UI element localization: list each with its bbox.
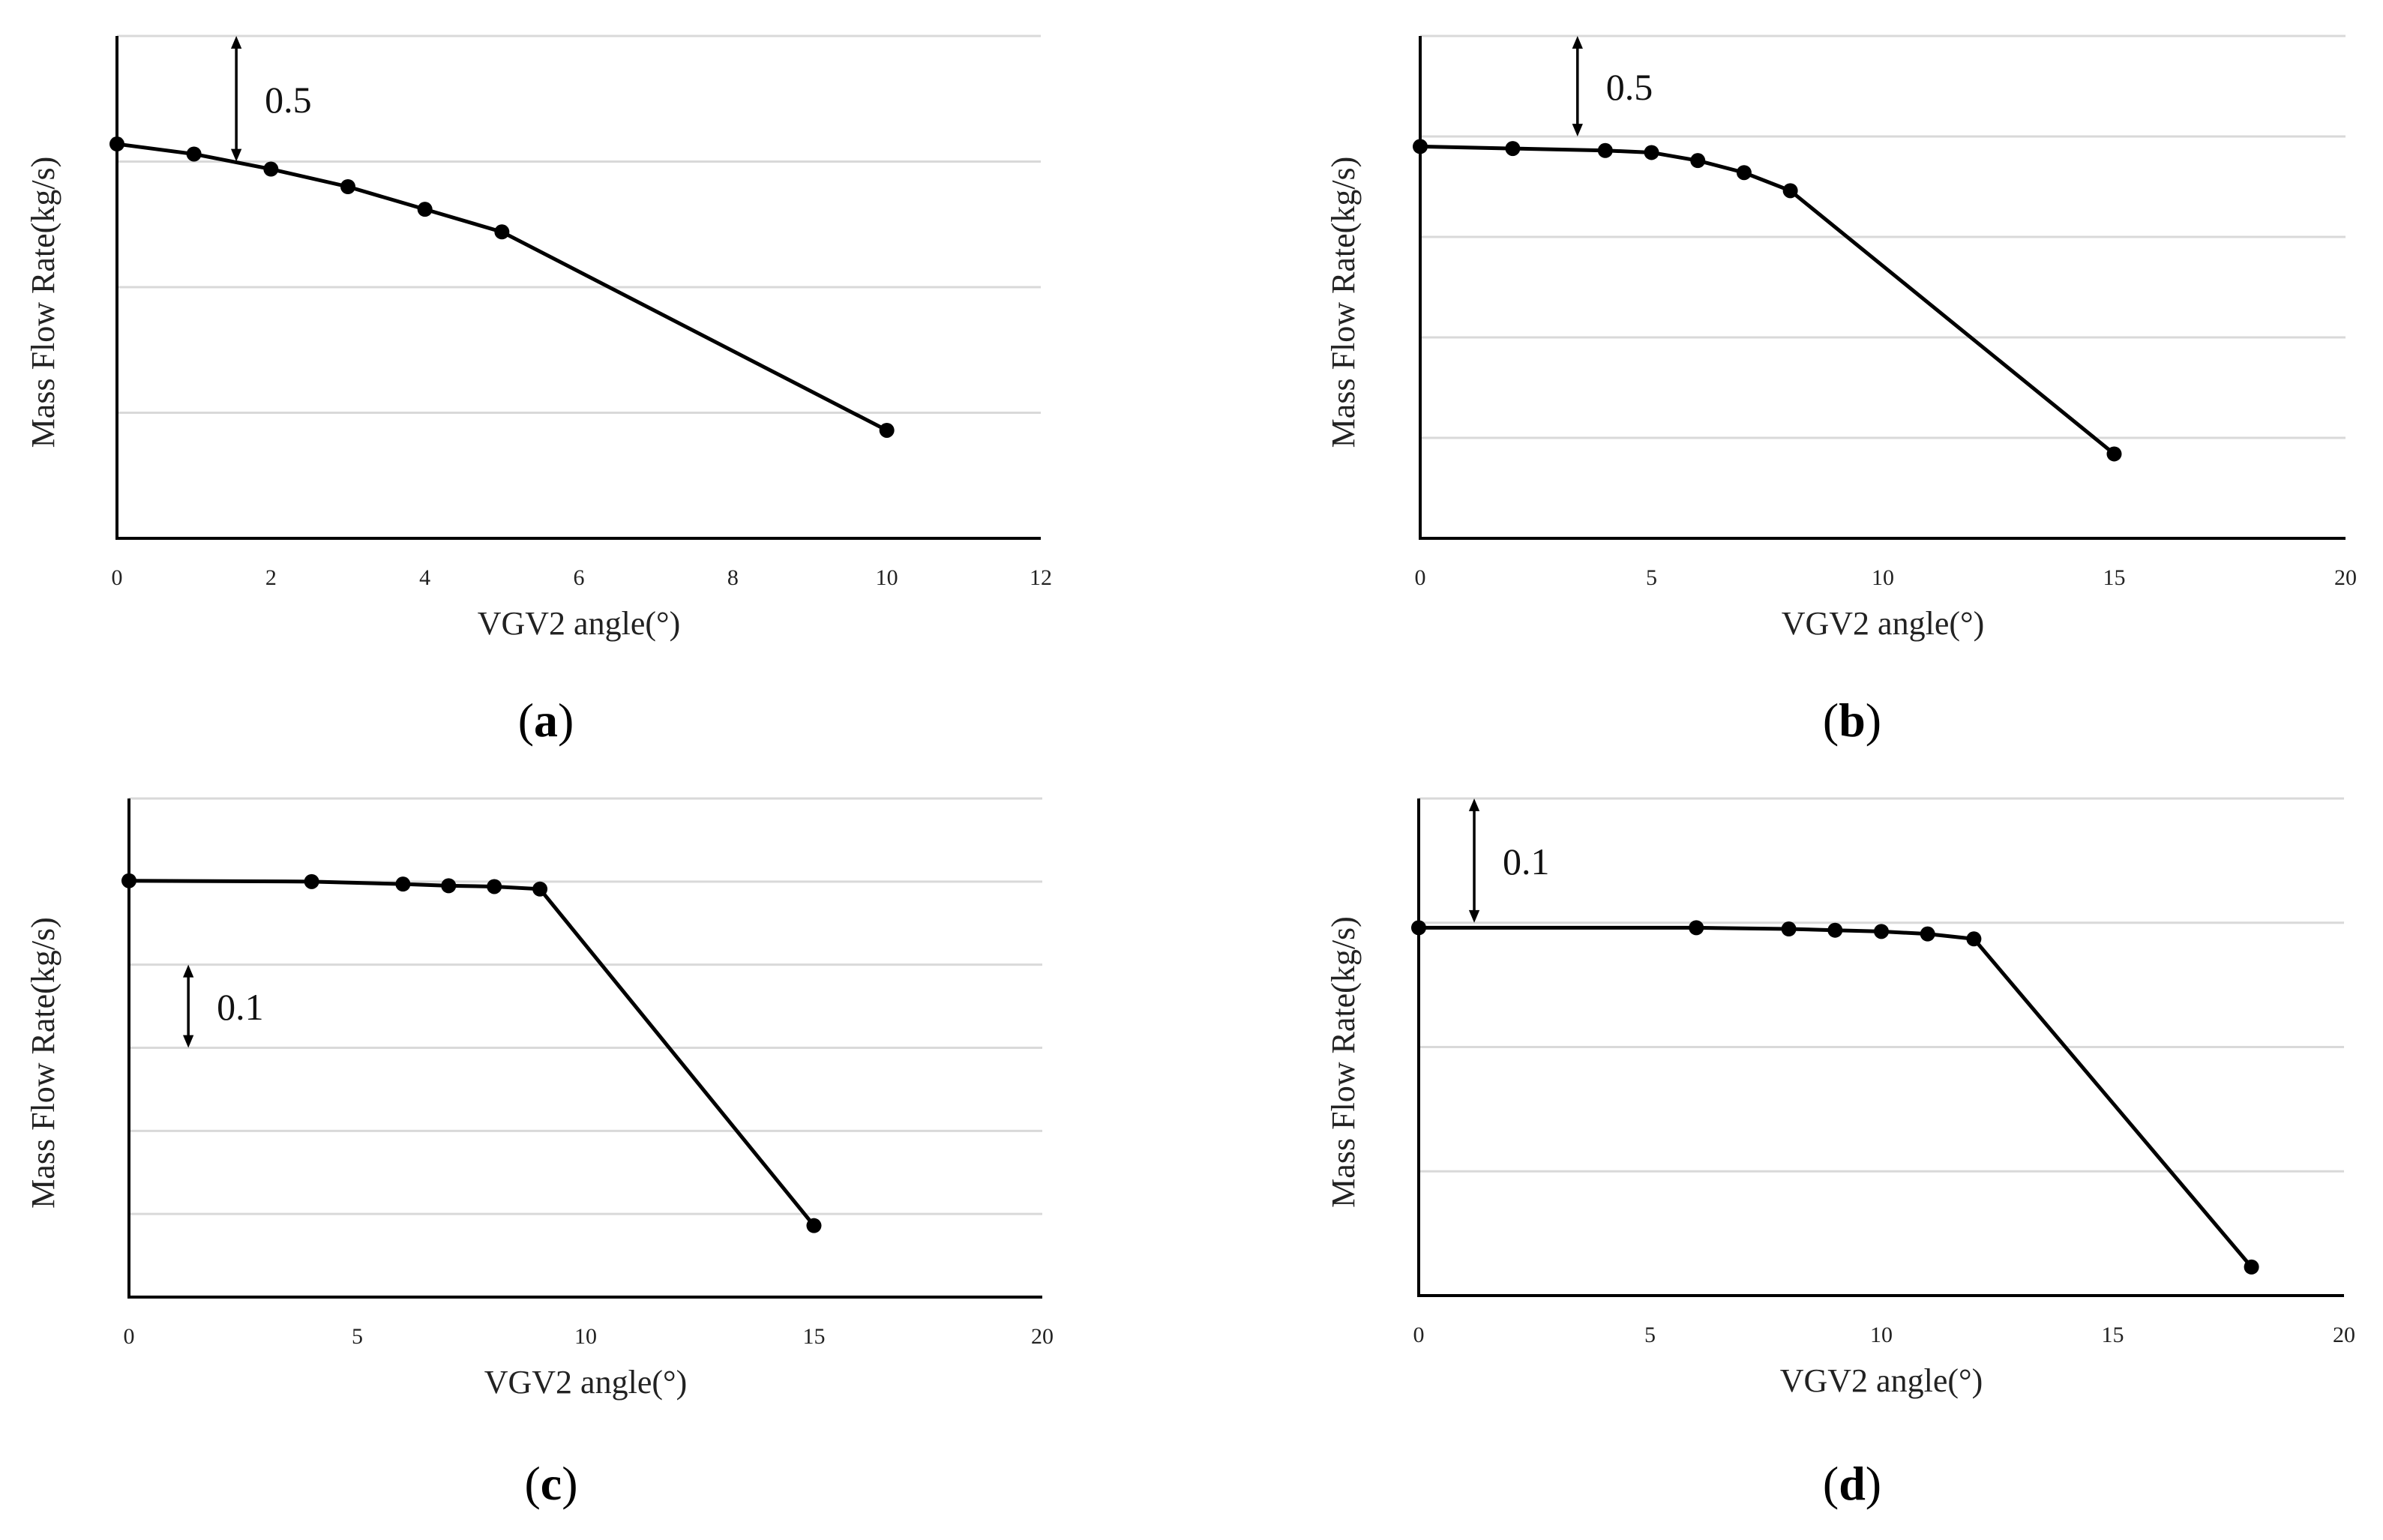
x-tick-label: 4 [419,565,430,590]
data-point [1689,920,1704,936]
scale-label: 0.5 [1606,66,1653,108]
x-tick-label: 20 [2333,1323,2355,1347]
x-axis-title: VGV2 angle(°) [1780,1362,1983,1399]
y-axis-title: Mass Flow Rate(kg/s) [25,917,61,1209]
data-point [304,873,319,889]
x-tick-label: 10 [574,1324,597,1349]
x-tick-label: 15 [2102,1323,2124,1347]
arrow-down-icon [183,1035,194,1048]
x-tick-label: 0 [1415,565,1426,590]
panel-label: (c) [524,1457,577,1510]
data-point [806,1218,822,1233]
data-point [121,873,136,888]
data-point [1736,165,1752,181]
x-tick-label: 10 [1872,565,1894,590]
data-point [1597,142,1613,158]
panel-label: (b) [1823,694,1881,747]
data-point [1827,922,1843,938]
series-line [1419,925,2253,1269]
data-point [494,224,510,240]
arrow-down-icon [1468,909,1480,923]
y-axis-title: Mass Flow Rate(kg/s) [1325,157,1362,448]
series-line [1419,144,2116,456]
scale-annotation: 0.1 [183,964,264,1048]
x-tick-label: 5 [352,1324,363,1349]
data-point [1644,145,1659,160]
x-tick-label: 10 [876,565,898,590]
data-point [395,876,411,892]
arrow-down-icon [230,148,242,162]
x-tick-label: 15 [2103,565,2126,590]
data-point [2244,1259,2259,1275]
chart-panel-a: 0 2 4 6 8 10 12 VGV2 angle(°) Mass Flow Rate(kg/… [25,34,1052,747]
y-axis-title: Mass Flow Rate(kg/s) [1325,916,1362,1208]
scale-annotation: 0.5 [230,36,312,162]
x-tick-label: 20 [2334,565,2357,590]
data-point [532,881,548,897]
y-axis-title: Mass Flow Rate(kg/s) [25,157,61,448]
x-tick-label: 10 [1870,1323,1893,1347]
x-tick-label: 8 [727,565,739,590]
arrow-down-icon [1572,124,1583,136]
x-axis-title: VGV2 angle(°) [1782,605,1985,642]
data-point [109,136,124,152]
x-tick-label: 20 [1031,1324,1054,1349]
x-tick-label: 6 [574,565,585,590]
data-point [1505,141,1521,157]
scale-annotation: 0.1 [1468,798,1550,923]
arrow-up-icon [1468,798,1480,811]
x-tick-label: 0 [124,1324,135,1349]
scale-label: 0.1 [1503,840,1550,882]
data-point [263,161,279,177]
data-point [2106,446,2122,462]
data-point [487,879,502,894]
data-point [1781,921,1797,937]
x-tick-label: 0 [1413,1323,1425,1347]
series-line [128,879,816,1227]
x-tick-label: 2 [265,565,277,590]
chart-panel-b: 0 5 10 15 20 VGV2 angle(°) Mass Flow Rate(kg/s… [1325,34,2357,747]
data-point [340,179,355,194]
x-tick-label: 15 [803,1324,826,1349]
x-tick-label: 5 [1644,1323,1656,1347]
panel-label: (a) [518,694,574,747]
data-point [1874,924,1889,939]
data-point [186,146,202,162]
x-axis-title: VGV2 angle(°) [484,1364,688,1401]
data-point [879,422,895,438]
arrow-up-icon [1572,36,1583,49]
x-tick-label: 5 [1646,565,1657,590]
data-point [1966,931,1982,947]
data-point [1782,183,1798,199]
x-tick-label: 0 [112,565,123,590]
arrow-up-icon [230,36,242,49]
x-axis-title: VGV2 angle(°) [478,605,681,642]
x-tick-label: 12 [1030,565,1052,590]
arrow-up-icon [183,964,194,978]
data-point [1690,153,1706,169]
data-point [417,202,433,217]
data-point [1411,920,1426,936]
data-point [1413,139,1428,154]
chart-panel-c: 0 5 10 15 20 VGV2 angle(°) Mass Flow Rate(kg/s… [25,797,1054,1510]
panel-label: (d) [1823,1457,1881,1510]
chart-panel-d: 0 5 10 15 20 VGV2 angle(°) Mass Flow Rate(kg/s… [1325,797,2355,1510]
scale-label: 0.1 [217,986,264,1028]
scale-annotation: 0.5 [1572,36,1653,136]
data-point [441,878,457,894]
scale-label: 0.5 [265,79,312,121]
data-point [1920,926,1935,942]
